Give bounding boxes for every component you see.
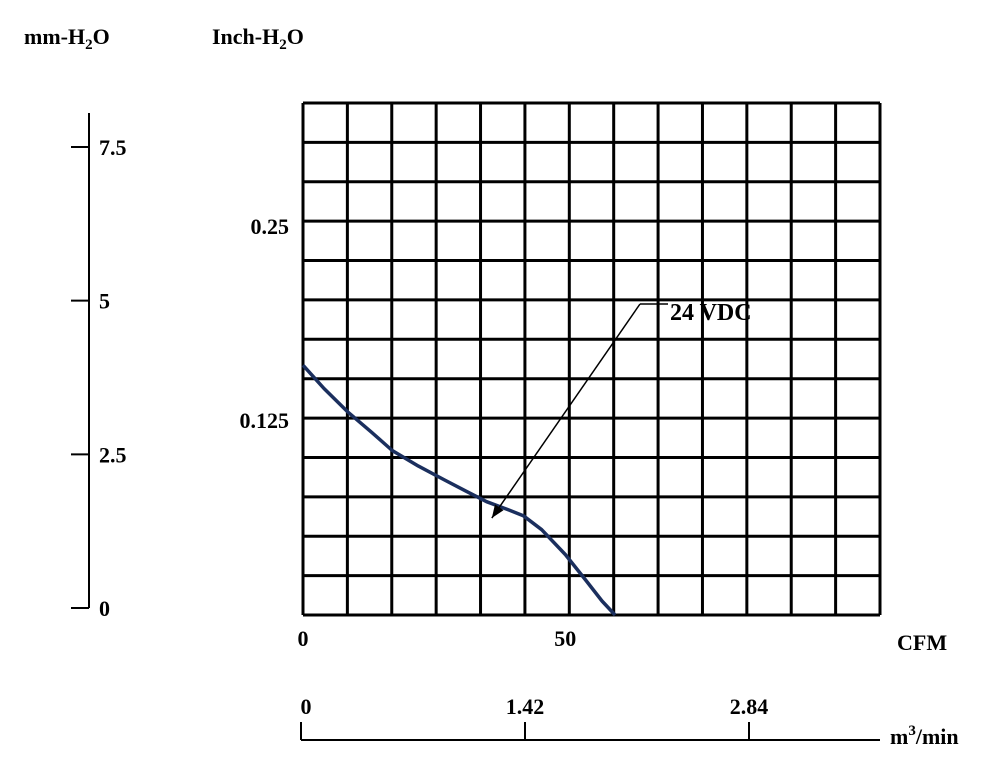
annotation-arrowhead (491, 504, 504, 519)
series-line-24vdc (301, 364, 617, 617)
axis-ticks: 0 2.5 5 7.5 0.125 0.25 0 50 0 1.42 2.84 (71, 135, 768, 740)
plot-grid (301, 101, 882, 617)
annotation-arrow-line (491, 303, 641, 519)
x-primary-axis-title: CFM (897, 630, 947, 655)
y-left-tick-label: 5 (99, 289, 110, 314)
x-secondary-tick-label: 1.42 (506, 694, 545, 719)
y-right-tick-label: 0.125 (240, 408, 290, 433)
x-primary-tick-label: 50 (554, 626, 576, 651)
y-right-tick-label: 0.25 (251, 214, 290, 239)
x-secondary-tick-label: 2.84 (730, 694, 769, 719)
x-secondary-tick-label: 0 (301, 694, 312, 719)
y-left-axis-title: mm-H2O (24, 24, 110, 53)
x-primary-tick-label: 0 (298, 626, 309, 651)
y-right-axis-title: Inch-H2O (212, 24, 304, 53)
y-left-tick-label: 2.5 (99, 442, 127, 467)
annotation-label: 24 VDC (670, 300, 752, 326)
annotation-layer: 24 VDC (491, 300, 752, 519)
series-layer (301, 364, 617, 617)
x-secondary-axis-title: m3/min (890, 723, 959, 749)
y-left-tick-label: 7.5 (99, 135, 127, 160)
y-left-tick-label: 0 (99, 596, 110, 621)
